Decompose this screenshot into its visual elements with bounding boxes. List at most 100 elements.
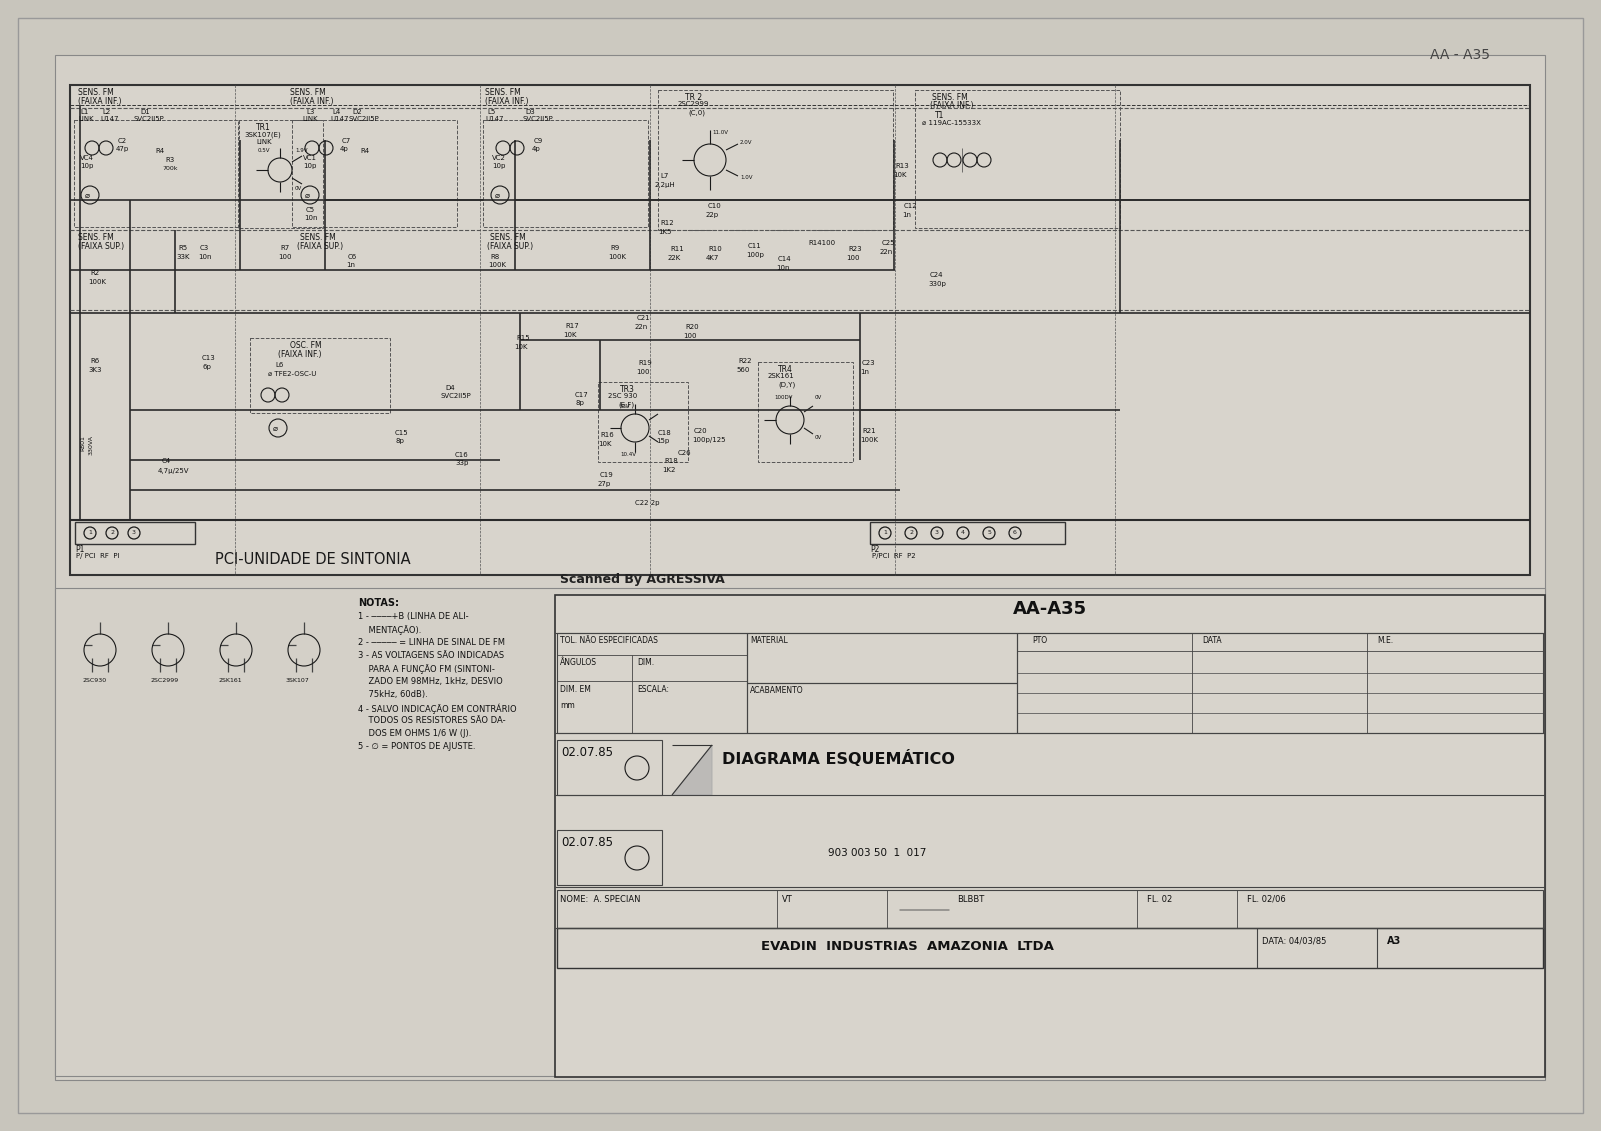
Text: TODOS OS RESISTORES SÃO DA-: TODOS OS RESISTORES SÃO DA- xyxy=(359,716,506,725)
Text: MATERIAL: MATERIAL xyxy=(749,636,788,645)
Text: DATA: DATA xyxy=(1202,636,1222,645)
Text: 3SK107(E): 3SK107(E) xyxy=(243,131,280,138)
Text: SVC2II5P: SVC2II5P xyxy=(522,116,552,122)
Text: 10p: 10p xyxy=(303,163,317,169)
Text: C5: C5 xyxy=(306,207,315,213)
Text: ⌀ TFE2-OSC-U: ⌀ TFE2-OSC-U xyxy=(267,371,317,377)
Text: C17: C17 xyxy=(575,392,589,398)
Text: R13: R13 xyxy=(895,163,909,169)
Text: 2.0V: 2.0V xyxy=(740,140,752,145)
Polygon shape xyxy=(672,745,712,795)
Text: R10: R10 xyxy=(708,247,722,252)
Text: SENS. FM: SENS. FM xyxy=(78,88,114,97)
Text: 3SK107: 3SK107 xyxy=(287,677,309,683)
Bar xyxy=(484,120,648,227)
Text: SENS. FM: SENS. FM xyxy=(290,88,325,97)
Text: ⌀: ⌀ xyxy=(304,190,309,199)
Text: P/ PCI  RF  PI: P/ PCI RF PI xyxy=(75,553,120,559)
Text: C21: C21 xyxy=(637,316,650,321)
Bar xyxy=(557,890,1543,929)
Text: 4 - SALVO INDICAÇÃO EM CONTRÁRIO: 4 - SALVO INDICAÇÃO EM CONTRÁRIO xyxy=(359,703,517,714)
Text: ACABAMENTO: ACABAMENTO xyxy=(749,687,804,696)
Text: 33K: 33K xyxy=(176,254,189,260)
Text: 2SC2999: 2SC2999 xyxy=(150,677,178,683)
Text: R12: R12 xyxy=(660,221,674,226)
Text: (FAIXA INF.): (FAIXA INF.) xyxy=(930,101,973,110)
Text: TOL. NÃO ESPECIFICADAS: TOL. NÃO ESPECIFICADAS xyxy=(560,636,658,645)
Text: 1 - ────+B (LINHA DE ALI-: 1 - ────+B (LINHA DE ALI- xyxy=(359,612,469,621)
Text: 100K: 100K xyxy=(860,437,877,443)
Text: SENS. FM: SENS. FM xyxy=(78,233,114,242)
Text: 10K: 10K xyxy=(599,441,612,447)
Text: D2: D2 xyxy=(352,109,362,115)
Text: L2: L2 xyxy=(102,109,110,115)
Text: DOS EM OHMS 1/6 W (J).: DOS EM OHMS 1/6 W (J). xyxy=(359,729,471,739)
Text: 3 - AS VOLTAGENS SÃO INDICADAS: 3 - AS VOLTAGENS SÃO INDICADAS xyxy=(359,651,504,661)
Text: LINK: LINK xyxy=(303,116,317,122)
Text: (E,F): (E,F) xyxy=(618,402,634,407)
Text: L5: L5 xyxy=(487,109,495,115)
Text: 100K: 100K xyxy=(488,262,506,268)
Text: 2 - ───── = LINHA DE SINAL DE FM: 2 - ───── = LINHA DE SINAL DE FM xyxy=(359,638,504,647)
Bar xyxy=(599,382,688,461)
Text: ÂNGULOS: ÂNGULOS xyxy=(560,658,597,667)
Text: 11.0V: 11.0V xyxy=(712,130,728,135)
Text: 3: 3 xyxy=(935,530,940,535)
Text: 47p: 47p xyxy=(115,146,130,152)
Text: 1n: 1n xyxy=(346,262,355,268)
Text: 02.07.85: 02.07.85 xyxy=(560,746,613,759)
Text: NOME:  A. SPECIAN: NOME: A. SPECIAN xyxy=(560,895,640,904)
Text: 1.0V: 1.0V xyxy=(740,175,752,180)
Text: DIM. EM: DIM. EM xyxy=(560,685,591,694)
Text: R7: R7 xyxy=(280,245,290,251)
Text: 2: 2 xyxy=(909,530,913,535)
Text: 6: 6 xyxy=(1013,530,1017,535)
Text: PTO: PTO xyxy=(1033,636,1047,645)
Text: PARA A FUNÇÃO FM (SINTONI-: PARA A FUNÇÃO FM (SINTONI- xyxy=(359,664,495,674)
Text: C19: C19 xyxy=(600,472,613,478)
Text: LINK: LINK xyxy=(256,139,272,145)
Text: A3: A3 xyxy=(1386,936,1401,946)
Text: 10K: 10K xyxy=(564,333,576,338)
Text: ESCALA:: ESCALA: xyxy=(637,685,669,694)
Text: 903 003 50  1  017: 903 003 50 1 017 xyxy=(828,848,927,858)
Text: VC1: VC1 xyxy=(303,155,317,161)
Text: R8: R8 xyxy=(490,254,500,260)
Text: 700k: 700k xyxy=(162,166,178,171)
Bar xyxy=(557,740,661,795)
Bar xyxy=(239,120,323,228)
Text: (D,Y): (D,Y) xyxy=(778,381,796,388)
Text: U147: U147 xyxy=(99,116,118,122)
Text: R22: R22 xyxy=(738,359,751,364)
Text: 100: 100 xyxy=(279,254,291,260)
Text: 100: 100 xyxy=(636,369,650,375)
Text: C25: C25 xyxy=(882,240,895,247)
Text: C20: C20 xyxy=(693,428,708,434)
Text: LINK: LINK xyxy=(78,116,93,122)
Text: ZADO EM 98MHz, 1kHz, DESVIO: ZADO EM 98MHz, 1kHz, DESVIO xyxy=(359,677,503,687)
Text: 100: 100 xyxy=(845,254,860,261)
Text: R5: R5 xyxy=(178,245,187,251)
Text: R18: R18 xyxy=(664,458,677,464)
Text: 4K7: 4K7 xyxy=(706,254,719,261)
Text: U147: U147 xyxy=(330,116,349,122)
Text: FL. 02/06: FL. 02/06 xyxy=(1247,895,1286,904)
Text: 15p: 15p xyxy=(656,438,669,444)
Bar xyxy=(54,588,1545,1076)
Text: C26: C26 xyxy=(677,450,692,456)
Bar xyxy=(250,338,391,413)
Text: 8p: 8p xyxy=(575,400,584,406)
Text: 6p: 6p xyxy=(202,364,211,370)
Text: 5: 5 xyxy=(988,530,991,535)
Text: 0V: 0V xyxy=(295,185,303,191)
Text: 75kHz, 60dB).: 75kHz, 60dB). xyxy=(359,690,427,699)
Text: 53V: 53V xyxy=(620,404,631,409)
Text: R16: R16 xyxy=(600,432,613,438)
Text: (C,0): (C,0) xyxy=(688,109,704,115)
Text: SVC2II5P: SVC2II5P xyxy=(133,116,163,122)
Text: 1n: 1n xyxy=(860,369,869,375)
Text: C10: C10 xyxy=(708,202,722,209)
Bar xyxy=(916,90,1121,228)
Text: 100p: 100p xyxy=(746,252,764,258)
Text: 10.4V: 10.4V xyxy=(620,452,636,457)
